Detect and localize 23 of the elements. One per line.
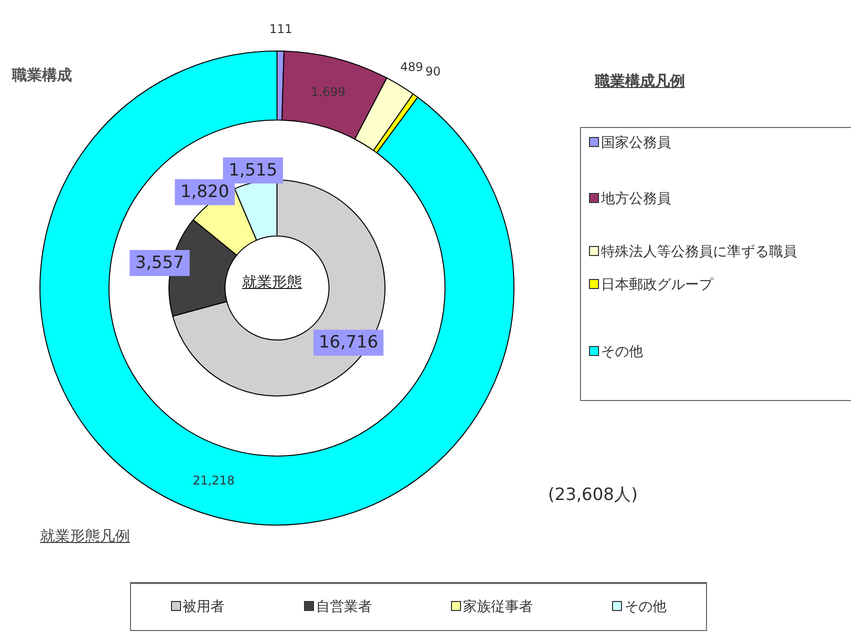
data-label: 111 [269, 22, 292, 36]
legend-label: 自営業者 [314, 598, 372, 616]
legend-title: 職業構成凡例 [595, 72, 685, 91]
legend-label: 特殊法人等公務員に準ずる職員 [600, 243, 798, 261]
data-label: 90 [425, 64, 441, 78]
data-label: 489 [400, 60, 424, 74]
legend-label: 被用者 [182, 598, 225, 616]
data-label: 1,820 [180, 182, 230, 202]
legend-label: 地方公務員 [600, 190, 672, 208]
legend-label: 国家公務員 [600, 134, 672, 152]
data-label: 16,716 [318, 332, 378, 353]
text: 就業形態 [241, 273, 303, 292]
data-label: 1,515 [228, 160, 278, 180]
data-label: 1,699 [311, 85, 346, 100]
legend-label: 家族従事者 [462, 598, 534, 616]
data-label: 21,218 [192, 473, 235, 488]
text: (23,608人) [548, 484, 638, 506]
legend-title: 就業形態凡例 [40, 527, 130, 546]
text: 職業構成 [12, 66, 72, 85]
data-label: 3,557 [135, 253, 184, 273]
legend-label: その他 [623, 598, 666, 616]
legend-label: 日本郵政グループ [600, 276, 714, 294]
legend-label: その他 [600, 343, 644, 361]
